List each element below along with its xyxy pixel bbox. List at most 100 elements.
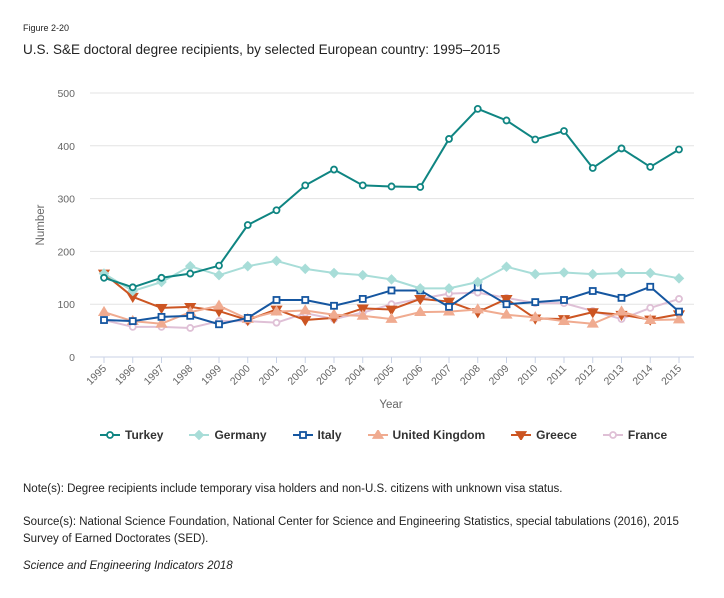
- data-point-united-kingdom: [155, 317, 168, 328]
- data-point-germany: [414, 283, 426, 294]
- legend-item-united-kingdom[interactable]: United Kingdom: [367, 428, 486, 442]
- data-point-greece: [414, 295, 427, 306]
- y-axis: 0 100 200 300 400 500: [57, 88, 75, 364]
- data-point-italy: [502, 300, 511, 309]
- data-point-turkey: [387, 182, 396, 191]
- data-point-italy: [272, 296, 281, 304]
- data-point-united-kingdom: [97, 305, 111, 317]
- x-tick-label: 2006: [400, 363, 425, 388]
- legend-label: Greece: [536, 428, 577, 442]
- data-point-italy: [100, 316, 108, 324]
- data-point-germany: [242, 260, 254, 272]
- data-point-italy: [445, 302, 453, 311]
- x-tick-label: 2013: [602, 363, 627, 388]
- data-point-turkey: [100, 273, 108, 282]
- legend-marker-icon: [608, 431, 617, 439]
- credit-text: Science and Engineering Indicators 2018: [23, 560, 233, 572]
- legend-swatch-icon: [367, 430, 388, 439]
- series-turkey: [100, 104, 683, 292]
- data-point-turkey: [215, 261, 223, 270]
- legend-item-france[interactable]: France: [602, 428, 668, 442]
- data-point-germany: [472, 276, 484, 288]
- legend-marker-icon: [371, 430, 384, 439]
- data-point-italy: [358, 295, 367, 303]
- data-point-united-kingdom: [500, 308, 513, 319]
- x-tick-label: 2012: [573, 363, 598, 388]
- x-tick-label: 2014: [630, 363, 655, 388]
- data-point-germany: [299, 263, 311, 275]
- data-point-italy: [531, 298, 540, 306]
- x-tick-label: 2011: [545, 363, 570, 388]
- data-point-germany: [357, 269, 369, 281]
- legend-marker-icon: [515, 431, 528, 440]
- data-point-turkey: [416, 183, 425, 191]
- chart-title: U.S. S&E doctoral degree recipients, by …: [23, 42, 501, 57]
- data-point-italy: [617, 293, 626, 302]
- legend-item-turkey[interactable]: Turkey: [100, 428, 163, 442]
- data-point-united-kingdom: [586, 317, 599, 328]
- x-axis: 1995 1996 1997 1998 1999 2000 2001 2002 2003 2004…: [84, 357, 684, 388]
- series-lines: [97, 104, 686, 332]
- data-point-greece: [500, 295, 513, 306]
- data-point-germany: [271, 255, 282, 267]
- data-point-greece: [586, 308, 599, 319]
- legend-label: France: [627, 428, 668, 442]
- data-point-italy: [588, 287, 597, 295]
- legend-swatch-icon: [189, 430, 210, 440]
- data-point-italy: [186, 311, 195, 320]
- data-point-greece: [356, 304, 369, 315]
- data-point-italy: [243, 314, 252, 322]
- legend-swatch-icon: [602, 431, 623, 439]
- data-point-greece: [299, 316, 312, 327]
- data-point-germany: [443, 283, 455, 294]
- data-point-france: [675, 295, 683, 303]
- data-point-united-kingdom: [385, 312, 398, 323]
- data-point-germany: [587, 268, 599, 280]
- legend-item-italy[interactable]: Italy: [292, 428, 342, 442]
- legend-marker-icon: [298, 431, 307, 439]
- data-point-turkey: [675, 145, 683, 154]
- x-axis-title: Year: [379, 399, 402, 411]
- x-tick-label: 2002: [285, 363, 310, 388]
- data-point-turkey: [531, 135, 540, 144]
- data-point-germany: [213, 269, 225, 281]
- note-text: Note(s): Degree recipients include tempo…: [23, 483, 563, 495]
- legend-item-germany[interactable]: Germany: [189, 428, 267, 442]
- y-tick-label: 400: [57, 141, 75, 153]
- data-point-turkey: [243, 221, 252, 229]
- data-point-germany: [529, 268, 541, 280]
- legend-marker-icon: [194, 430, 205, 440]
- legend-label: Germany: [214, 428, 267, 442]
- data-point-united-kingdom: [615, 305, 628, 316]
- data-point-italy: [387, 286, 396, 295]
- legend-marker-icon: [106, 431, 114, 439]
- data-point-united-kingdom: [270, 305, 283, 316]
- data-point-greece: [155, 303, 168, 315]
- data-point-united-kingdom: [557, 314, 571, 325]
- legend: Turkey Germany Italy United Kingdom Greece Fr…: [100, 428, 693, 442]
- data-point-turkey: [445, 135, 453, 143]
- data-point-france: [186, 324, 195, 332]
- data-point-germany: [184, 260, 196, 272]
- data-point-turkey: [186, 269, 195, 278]
- data-point-greece: [385, 305, 398, 316]
- x-tick-label: 2010: [515, 363, 540, 388]
- x-tick-label: 1997: [142, 363, 167, 388]
- data-point-turkey: [560, 127, 568, 135]
- legend-swatch-icon: [511, 431, 532, 440]
- y-tick-label: 300: [57, 194, 75, 206]
- x-tick-label: 2003: [314, 363, 339, 388]
- data-point-united-kingdom: [529, 311, 542, 322]
- x-tick-label: 1995: [84, 363, 109, 388]
- data-point-turkey: [358, 181, 367, 190]
- x-tick-label: 2001: [257, 363, 282, 388]
- data-point-united-kingdom: [299, 304, 312, 315]
- data-point-turkey: [588, 164, 597, 172]
- x-tick-label: 1998: [170, 363, 195, 388]
- x-tick-label: 2009: [487, 363, 512, 388]
- x-tick-label: 2000: [228, 363, 253, 388]
- legend-item-greece[interactable]: Greece: [511, 428, 577, 442]
- series-germany: [98, 255, 685, 297]
- legend-label: United Kingdom: [392, 428, 486, 442]
- legend-swatch-icon: [100, 431, 120, 439]
